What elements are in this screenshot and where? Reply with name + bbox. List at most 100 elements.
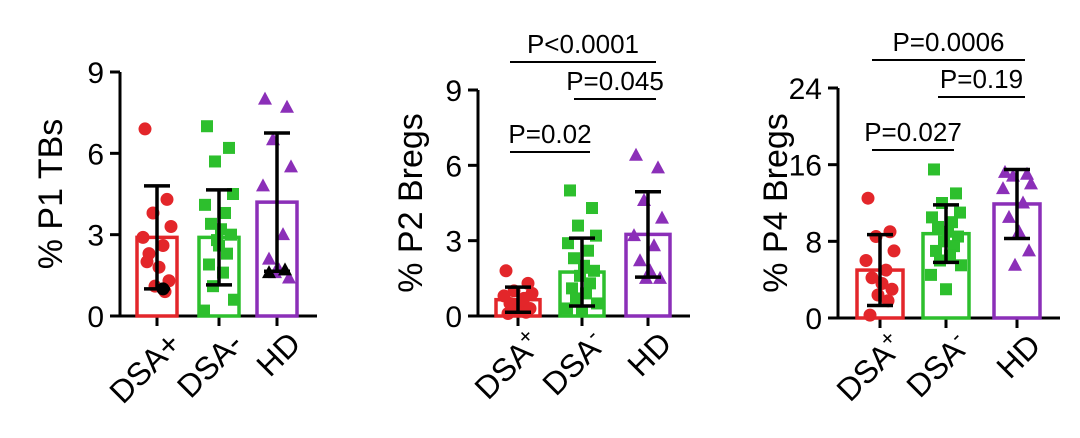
data-point xyxy=(136,230,150,244)
data-point xyxy=(160,192,174,206)
data-point xyxy=(564,184,576,197)
data-point xyxy=(588,264,600,277)
category-label: DSA+ xyxy=(827,325,910,408)
data-point xyxy=(930,244,942,257)
category-label-main: HD xyxy=(989,327,1047,385)
category-label: DSA+ xyxy=(465,323,548,406)
data-point xyxy=(629,147,643,161)
chart-panel-2: 0 3 6 9 % P2 Bregs DSA+DSA- HD P=0.02 P=0.045 P<0… xyxy=(392,29,690,406)
data-point xyxy=(284,159,298,173)
data-point xyxy=(861,191,875,205)
data-point xyxy=(586,202,598,215)
y-tick-label: 0 xyxy=(445,301,462,334)
data-point xyxy=(885,282,899,296)
y-tick-label: 9 xyxy=(445,75,462,108)
y-tick-label: 3 xyxy=(87,220,104,253)
data-point xyxy=(1024,176,1038,190)
data-point xyxy=(209,155,221,168)
data-point xyxy=(954,206,966,219)
category-label: HD xyxy=(620,325,678,383)
data-point xyxy=(934,254,946,267)
data-point xyxy=(928,163,940,176)
data-point xyxy=(863,308,877,322)
data-point xyxy=(948,240,960,253)
category-label: DSA+ xyxy=(102,325,187,410)
data-point xyxy=(201,120,213,133)
p-value-label: P=0.19 xyxy=(940,64,1023,94)
data-point xyxy=(225,228,237,241)
data-point xyxy=(562,237,574,250)
category-label: DSA- xyxy=(533,323,612,402)
category-label: DSA- xyxy=(897,325,976,404)
data-point xyxy=(276,227,290,241)
data-point xyxy=(140,255,154,269)
data-point xyxy=(198,304,210,317)
y-tick-label: 9 xyxy=(87,57,104,90)
data-point xyxy=(879,263,893,277)
p-value-label: P<0.0001 xyxy=(527,29,639,59)
data-point xyxy=(256,178,270,192)
data-point xyxy=(205,217,217,230)
data-point xyxy=(1002,209,1016,223)
p-value-label: P=0.027 xyxy=(864,117,962,147)
y-tick-label: 16 xyxy=(789,150,822,183)
y-tick-label: 0 xyxy=(87,301,104,334)
data-point xyxy=(926,211,938,224)
data-point xyxy=(152,260,166,274)
y-tick-label: 3 xyxy=(445,226,462,259)
data-point xyxy=(499,264,513,278)
data-point xyxy=(944,249,956,262)
category-label-main: DSA+ xyxy=(102,325,187,410)
category-label-main: HD xyxy=(620,325,678,383)
data-point xyxy=(258,91,272,105)
data-point xyxy=(199,198,211,211)
data-point xyxy=(627,228,641,242)
y-axis-label: % P1 TBs xyxy=(32,119,70,270)
data-point xyxy=(950,187,962,200)
p-value-label: P=0.02 xyxy=(508,119,591,149)
data-point xyxy=(998,164,1012,178)
category-label: HD xyxy=(249,325,307,383)
data-point xyxy=(219,206,231,219)
data-point xyxy=(1008,257,1022,271)
data-point xyxy=(1020,166,1034,180)
data-point xyxy=(1016,195,1030,209)
data-point xyxy=(164,220,178,234)
data-point xyxy=(932,220,944,233)
data-point xyxy=(282,270,296,284)
y-tick-label: 6 xyxy=(445,150,462,183)
data-point xyxy=(1022,243,1036,257)
data-point xyxy=(262,251,276,265)
data-point xyxy=(651,160,665,174)
y-tick-label: 0 xyxy=(805,303,822,336)
p-value-label: P=0.045 xyxy=(566,66,664,96)
data-point xyxy=(228,293,240,306)
data-point xyxy=(946,216,958,229)
category-label-main: HD xyxy=(249,325,307,383)
data-point xyxy=(940,283,952,296)
data-point xyxy=(865,271,879,285)
data-point xyxy=(582,244,594,257)
y-axis-label: % P2 Bregs xyxy=(392,113,430,293)
data-point xyxy=(925,268,937,281)
data-point xyxy=(887,244,901,258)
data-point xyxy=(280,99,294,113)
data-point xyxy=(156,239,170,253)
y-tick-label: 24 xyxy=(789,73,822,106)
data-point xyxy=(223,141,235,154)
data-point xyxy=(859,254,873,267)
data-point xyxy=(570,292,582,305)
data-point xyxy=(633,253,647,267)
data-point xyxy=(655,210,669,224)
data-point xyxy=(952,230,964,243)
data-point xyxy=(566,282,578,295)
data-point xyxy=(996,181,1010,195)
y-axis-label: % P4 Bregs xyxy=(757,113,795,293)
data-point xyxy=(203,258,215,271)
data-point xyxy=(584,277,596,290)
chart-panel-3: 0 8 16 24 % P4 Bregs DSA+DSA- HD P=0.027 P=0.19 P… xyxy=(757,27,1060,408)
category-label: HD xyxy=(989,327,1047,385)
y-tick-label: 6 xyxy=(87,138,104,171)
